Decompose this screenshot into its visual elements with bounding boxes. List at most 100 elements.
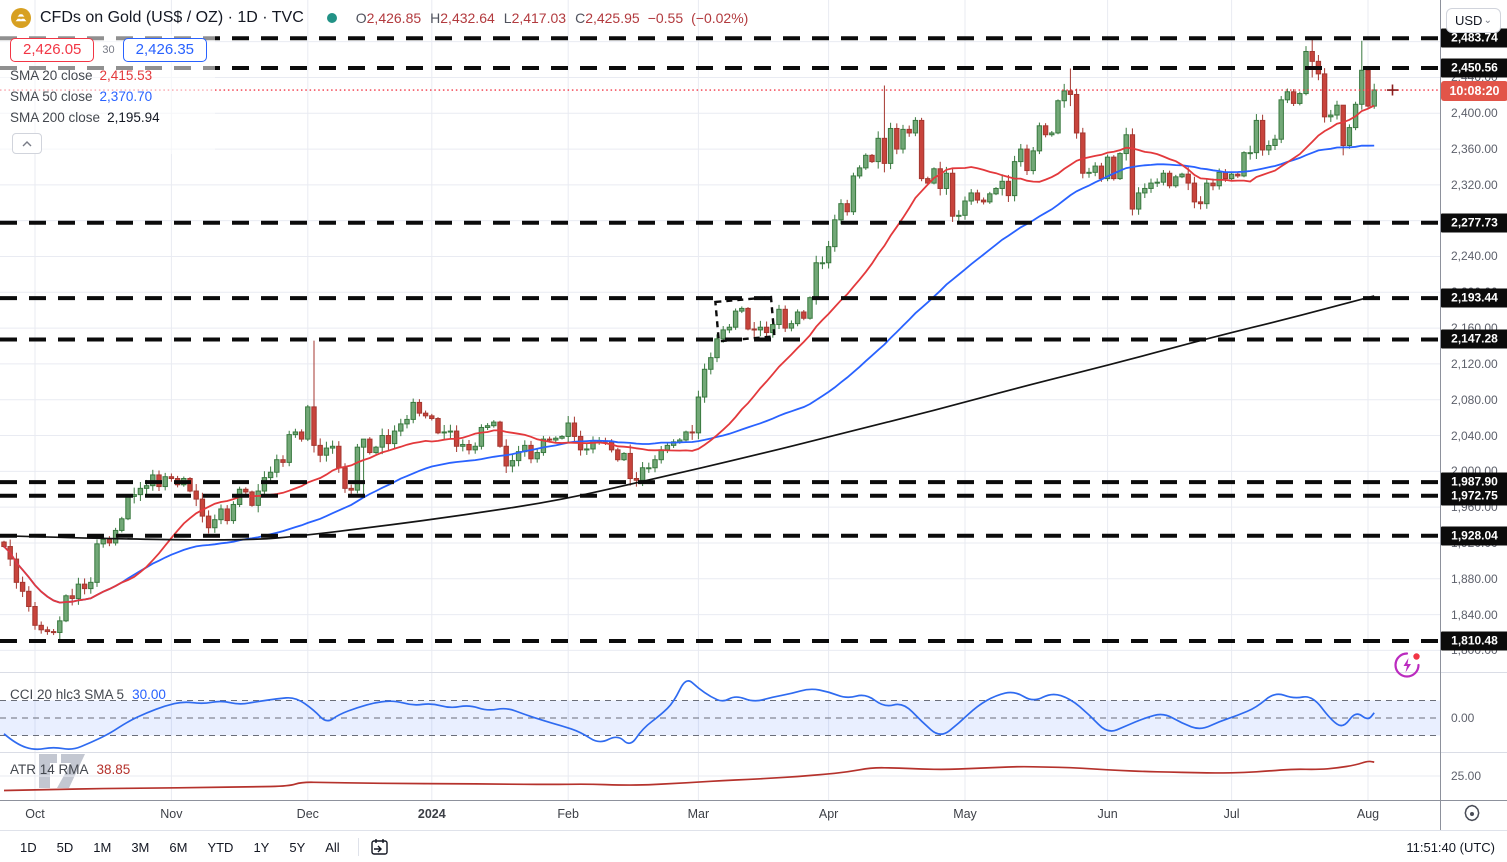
range-button-1m[interactable]: 1M (93, 839, 112, 855)
calendar-icon (371, 838, 388, 855)
ohlc-item-h: H2,432.64 (430, 10, 495, 26)
pane-divider[interactable] (1441, 752, 1507, 753)
bottom-toolbar: 1D 5D 1M 3M 6M YTD 1Y 5Y All 11:51:40 (UTC) (0, 830, 1507, 862)
month-label-feb: Feb (557, 807, 579, 821)
price-tick: 2,240.00 (1441, 249, 1507, 264)
range-button-5d[interactable]: 5D (56, 839, 74, 855)
cci-line (3, 680, 1375, 751)
sma20-line (3, 104, 1375, 604)
cci-label-text: CCI 20 hlc3 SMA 5 (10, 687, 125, 702)
atr-value: 38.85 (96, 762, 131, 777)
atr-label-text: ATR 14 RMA (10, 762, 89, 777)
sma50-legend[interactable]: SMA 50 close 2,370.70 (10, 89, 207, 104)
price-axis[interactable]: USD ⌄ 2,480.002,440.002,400.002,360.002,… (1440, 0, 1507, 830)
sma20-label: SMA 20 close (10, 68, 93, 83)
grid-lines (0, 0, 1440, 800)
month-label-apr: Apr (818, 807, 839, 821)
month-label-mar: Mar (687, 807, 710, 821)
time-axis[interactable]: Oct Nov Dec 2024 Feb Mar Apr May Jun Jul Aug (0, 800, 1440, 831)
lightning-boost-icon[interactable] (1394, 652, 1420, 678)
atr-line (3, 760, 1375, 792)
atr-legend[interactable]: ATR 14 RMA 38.85 (10, 762, 130, 777)
cci-value: 30.00 (132, 687, 166, 702)
atr-axis-tick: 25.00 (1441, 769, 1507, 783)
chart-canvas[interactable] (0, 0, 1440, 830)
price-tick: 2,080.00 (1441, 392, 1507, 407)
ask-price-box[interactable]: 2,426.35 (122, 38, 208, 62)
utc-clock[interactable]: 11:51:40 (UTC) (1406, 839, 1495, 855)
change-value: −0.55 (647, 10, 684, 26)
range-button-ytd[interactable]: YTD (207, 839, 234, 855)
bid-ask-row: 2,426.05 30 2,426.35 (10, 38, 208, 62)
range-button-3m[interactable]: 3M (131, 839, 150, 855)
axis-divider (1441, 800, 1507, 801)
level-price-badge: 1,810.48 (1441, 631, 1507, 651)
connection-status-dot-icon (326, 13, 337, 23)
currency-dropdown[interactable]: USD ⌄ (1446, 8, 1501, 33)
month-label-jun: Jun (1097, 807, 1118, 821)
level-price-badge: 2,277.73 (1441, 213, 1507, 233)
level-price-badge: 1,972.75 (1441, 486, 1507, 506)
ohlc-values: O2,426.85 H2,432.64 L2,417.03 C2,425.95 (356, 10, 640, 26)
level-price-badge: 2,147.28 (1441, 329, 1507, 349)
price-tick: 2,040.00 (1441, 428, 1507, 443)
symbol-title[interactable]: CFDs on Gold (US$ / OZ) · 1D · TVC (40, 9, 304, 26)
cci-legend[interactable]: CCI 20 hlc3 SMA 5 30.00 (10, 687, 166, 702)
price-tick: 2,400.00 (1441, 106, 1507, 121)
level-price-badge: 2,483.74 (1441, 28, 1507, 48)
sma200-line (3, 295, 1375, 541)
cci-axis-tick: 0.00 (1441, 711, 1507, 725)
level-price-badge: 1,928.04 (1441, 526, 1507, 546)
sma200-value: 2,195.94 (107, 110, 160, 125)
level-price-badge: 2,193.44 (1441, 288, 1507, 308)
sma20-value: 2,415.53 (99, 68, 153, 83)
price-tick: 2,360.00 (1441, 142, 1507, 157)
sma20-legend[interactable]: SMA 20 close 2,415.53 (10, 68, 207, 83)
spread-value: 30 (102, 44, 115, 56)
goto-date-button[interactable] (369, 837, 390, 858)
gold-instrument-icon (11, 8, 31, 28)
month-label-2024: 2024 (417, 807, 446, 821)
month-label-dec: Dec (296, 807, 319, 821)
last-price-marker (1387, 84, 1398, 96)
legend-collapse-button[interactable] (12, 133, 42, 154)
chart-header: CFDs on Gold (US$ / OZ) · 1D · TVC O2,42… (10, 6, 748, 30)
price-tick: 2,120.00 (1441, 356, 1507, 371)
range-button-1d[interactable]: 1D (20, 839, 37, 855)
month-label-nov: Nov (160, 807, 183, 821)
tradingview-watermark (39, 754, 85, 788)
range-button-5y[interactable]: 5Y (289, 839, 306, 855)
ohlc-item-l: L2,417.03 (503, 10, 567, 26)
range-button-6m[interactable]: 6M (169, 839, 188, 855)
currency-label: USD (1455, 13, 1483, 28)
sma200-legend[interactable]: SMA 200 close 2,195.94 (10, 110, 207, 125)
toolbar-divider (357, 838, 359, 856)
month-label-oct: Oct (25, 807, 45, 821)
sma50-value: 2,370.70 (99, 89, 153, 104)
ohlc-item-c: C2,425.95 (575, 10, 640, 26)
price-tick: 2,320.00 (1441, 177, 1507, 192)
bid-price-box[interactable]: 2,426.05 (10, 38, 95, 62)
flag-pattern-annotation (714, 295, 776, 343)
range-button-1y[interactable]: 1Y (253, 839, 270, 855)
legend-panel: 2,426.05 30 2,426.35 SMA 20 close 2,415.… (0, 34, 216, 154)
ohlc-item-o: O2,426.85 (355, 10, 422, 26)
month-label-may: May (953, 807, 977, 821)
range-selector: 1D 5D 1M 3M 6M YTD 1Y 5Y All (0, 837, 348, 858)
price-tick: 1,880.00 (1441, 571, 1507, 586)
month-label-aug: Aug (1356, 807, 1380, 821)
price-level-lines (0, 36, 1440, 643)
range-button-all[interactable]: All (325, 839, 340, 855)
change-percent: (−0.02%) (691, 10, 749, 26)
sma200-label: SMA 200 close (10, 110, 101, 125)
chevron-up-icon (22, 140, 32, 146)
settings-gear-icon[interactable] (1461, 803, 1483, 825)
sma50-line (3, 144, 1375, 604)
pane-divider[interactable] (1441, 672, 1507, 673)
level-price-badge: 2,450.56 (1441, 58, 1507, 78)
month-label-jul: Jul (1223, 807, 1240, 821)
sma50-label: SMA 50 close (10, 89, 93, 104)
bar-countdown-badge: 10:08:20 (1441, 81, 1507, 102)
price-tick: 1,840.00 (1441, 607, 1507, 622)
